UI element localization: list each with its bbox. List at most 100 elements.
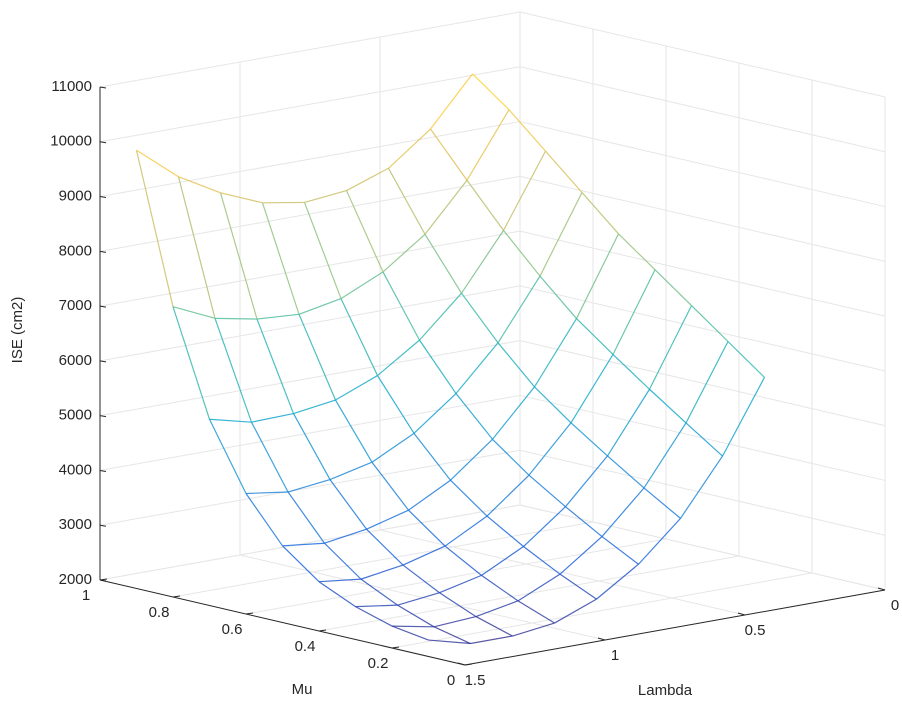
- mesh-segment: [387, 167, 426, 235]
- mesh-segment: [502, 150, 547, 231]
- mesh-segment: [360, 564, 404, 580]
- grid-line: [519, 11, 886, 98]
- mesh-segment: [727, 341, 765, 378]
- x-tick-label: 1: [611, 647, 619, 664]
- mesh-segment: [318, 581, 356, 608]
- z-tick: [99, 86, 107, 89]
- mesh-segment: [397, 604, 435, 628]
- mesh-segment: [251, 412, 294, 423]
- z-tick: [99, 250, 107, 253]
- mesh-segment: [576, 318, 614, 355]
- x-tick: [737, 612, 746, 616]
- y-tick-label: 0.8: [149, 604, 170, 621]
- mesh-segment: [439, 574, 482, 594]
- grid-line: [519, 340, 886, 427]
- mesh-segment: [486, 515, 524, 547]
- mesh-segment: [570, 354, 614, 424]
- mesh-segment: [654, 269, 692, 307]
- grid-line: [519, 285, 886, 372]
- mesh-segment: [391, 625, 435, 628]
- mesh-segment: [430, 73, 473, 130]
- mesh-segment: [433, 626, 471, 645]
- z-tick: [99, 360, 107, 363]
- mesh-segment: [371, 461, 409, 511]
- mesh-segment: [492, 438, 530, 476]
- mesh-segment: [382, 233, 426, 273]
- x-axis: [464, 589, 886, 666]
- mesh-segment: [178, 176, 221, 194]
- y-tick: [172, 595, 181, 598]
- mesh-segment: [470, 635, 513, 645]
- mesh-segment: [638, 517, 681, 565]
- mesh-segment: [461, 230, 504, 294]
- mesh-segment: [492, 386, 535, 440]
- mesh-segment: [397, 592, 440, 606]
- mesh-segment: [433, 615, 477, 628]
- mesh-segment: [508, 109, 546, 152]
- mesh-segment: [402, 545, 446, 566]
- mesh-segment: [345, 190, 384, 273]
- mesh-segment: [408, 479, 451, 511]
- x-axis-label: Lambda: [638, 682, 693, 699]
- mesh-segment: [329, 479, 367, 530]
- mesh-segment: [523, 546, 561, 575]
- y-tick-label: 0: [447, 672, 455, 689]
- mesh-segment: [388, 128, 431, 169]
- mesh-segment: [287, 491, 325, 544]
- mesh-segment: [721, 377, 766, 457]
- mesh-segment: [649, 388, 687, 424]
- grid-line: [519, 230, 886, 317]
- mesh-segment: [245, 491, 289, 495]
- mesh-segment: [430, 128, 468, 181]
- mesh-segment: [461, 292, 499, 344]
- mesh-segment: [282, 545, 320, 583]
- grid-line: [99, 340, 521, 417]
- mesh-segment: [220, 192, 263, 204]
- mesh-segment: [298, 314, 337, 401]
- mesh-segment: [413, 432, 451, 481]
- y-tick: [464, 663, 473, 666]
- z-tick-label: 5000: [59, 407, 92, 424]
- mesh-segment: [517, 573, 561, 602]
- mesh-segment: [245, 493, 283, 547]
- x-tick-label: 0.5: [745, 622, 766, 639]
- grid-line: [519, 66, 886, 153]
- grid-line: [99, 11, 521, 88]
- z-tick-label: 9000: [59, 188, 92, 205]
- mesh-segment: [214, 318, 253, 423]
- mesh-segment: [455, 393, 493, 440]
- grid-line: [391, 572, 813, 649]
- mesh-segment: [455, 342, 499, 394]
- z-tick: [99, 141, 107, 144]
- mesh-segment: [570, 422, 608, 457]
- grid-line: [519, 175, 886, 262]
- mesh-segment: [533, 318, 578, 388]
- mesh-segment: [413, 393, 457, 434]
- mesh-segment: [424, 179, 468, 235]
- mesh-segment: [340, 271, 384, 300]
- z-tick-label: 11000: [51, 78, 92, 95]
- y-tick: [391, 646, 400, 649]
- grid-line: [99, 230, 521, 307]
- y-axis-label: Mu: [292, 681, 313, 698]
- mesh-segment: [523, 506, 566, 547]
- mesh-segment: [419, 292, 462, 341]
- mesh-segment: [219, 192, 258, 320]
- mesh-segment: [366, 509, 409, 530]
- x-tick-label: 1.5: [465, 672, 486, 689]
- grid-line: [245, 538, 667, 615]
- mesh-segment: [475, 600, 519, 618]
- mesh-segment: [304, 189, 347, 204]
- mesh-segment: [685, 341, 729, 424]
- grid-line: [519, 121, 886, 208]
- mesh-segment: [292, 413, 331, 480]
- y-tick-label: 0.4: [295, 638, 316, 655]
- mesh-segment: [486, 474, 530, 517]
- mesh-segment: [528, 474, 566, 508]
- mesh-segment: [376, 375, 415, 434]
- mesh-segment: [497, 275, 541, 344]
- grid-line: [99, 449, 521, 526]
- mesh-segment: [293, 399, 336, 415]
- mesh-segment: [581, 192, 619, 235]
- z-tick: [99, 305, 107, 308]
